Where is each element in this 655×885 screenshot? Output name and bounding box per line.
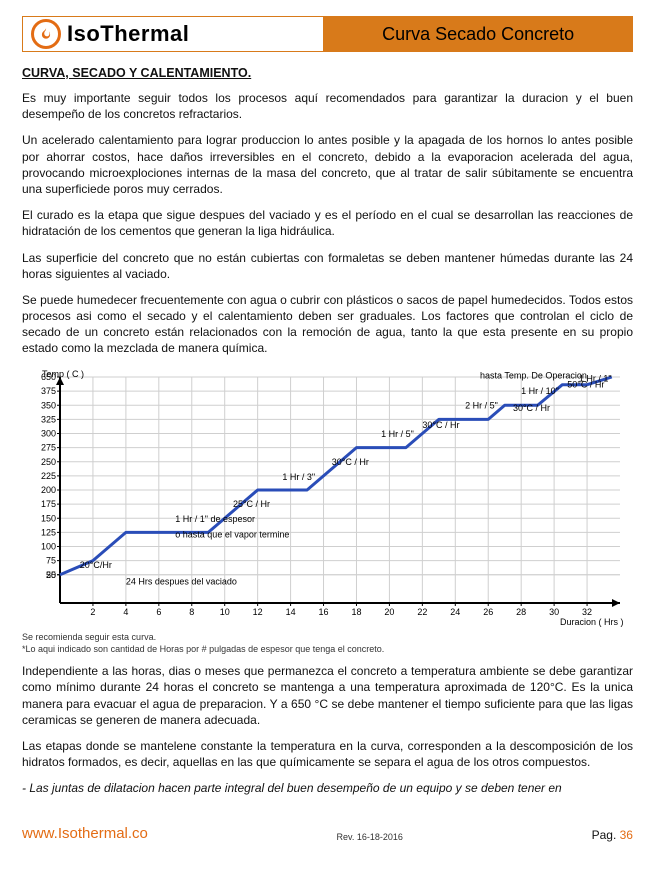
chart-footnote-2: *Lo aqui indicado son cantidad de Horas … [22,644,633,655]
paragraph-6: Independiente a las horas, dias o meses … [22,663,633,728]
svg-text:300: 300 [41,428,56,438]
svg-text:o hasta que el vapor termine: o hasta que el vapor termine [175,529,289,539]
paragraph-4: Las superficie del concreto que no están… [22,250,633,282]
svg-text:30: 30 [549,607,559,617]
svg-text:1 Hr / 3": 1 Hr / 3" [282,471,315,481]
svg-text:30°C / Hr: 30°C / Hr [513,403,550,413]
paragraph-5: Se puede humedecer frecuentemente con ag… [22,292,633,357]
svg-text:16: 16 [319,607,329,617]
svg-text:25°C / Hr: 25°C / Hr [233,499,270,509]
paragraph-3: El curado es la etapa que sigue despues … [22,207,633,239]
paragraph-1: Es muy importante seguir todos los proce… [22,90,633,122]
header-bar: IsoThermal Curva Secado Concreto [22,16,633,52]
svg-text:30°C / Hr: 30°C / Hr [332,457,369,467]
svg-text:175: 175 [41,499,56,509]
footer-page-num: 36 [620,828,633,842]
svg-text:375: 375 [41,386,56,396]
svg-text:28: 28 [516,607,526,617]
svg-text:8: 8 [189,607,194,617]
chart-svg: 2550751001251501752002252502753003253503… [22,367,630,627]
svg-text:225: 225 [41,471,56,481]
chart-footnote-1: Se recomienda seguir esta curva. [22,632,633,643]
svg-text:20: 20 [384,607,394,617]
svg-text:125: 125 [41,527,56,537]
brand-text: IsoThermal [67,21,189,47]
footer-page: Pag. 36 [592,828,633,842]
svg-text:22: 22 [417,607,427,617]
svg-text:50: 50 [46,569,56,579]
svg-text:32: 32 [582,607,592,617]
paragraph-7: Las etapas donde se mantelene constante … [22,738,633,770]
svg-text:24 Hrs despues del vaciado: 24 Hrs despues del vaciado [126,576,237,586]
italic-note: - Las juntas de dilatacion hacen parte i… [22,780,633,796]
svg-text:30°C / Hr: 30°C / Hr [422,419,459,429]
svg-text:275: 275 [41,442,56,452]
svg-text:12: 12 [253,607,263,617]
svg-text:6: 6 [156,607,161,617]
svg-text:200: 200 [41,485,56,495]
svg-text:hasta Temp. De Operacion: hasta Temp. De Operacion [480,370,587,380]
svg-text:1 Hr / 5": 1 Hr / 5" [381,429,414,439]
svg-text:26: 26 [483,607,493,617]
svg-text:24: 24 [450,607,460,617]
svg-text:250: 250 [41,456,56,466]
svg-text:100: 100 [41,541,56,551]
svg-text:350: 350 [41,400,56,410]
svg-text:1 Hr / 10": 1 Hr / 10" [521,386,559,396]
svg-text:150: 150 [41,513,56,523]
svg-text:325: 325 [41,414,56,424]
footer-url: www.Isothermal.co [22,825,148,842]
svg-text:75: 75 [46,555,56,565]
svg-text:4: 4 [123,607,128,617]
svg-text:18: 18 [351,607,361,617]
page-footer: www.Isothermal.co Rev. 16-18-2016 Pag. 3… [22,825,633,842]
svg-text:1 Hr / 1" de espesor: 1 Hr / 1" de espesor [175,514,255,524]
svg-text:20°C/Hr: 20°C/Hr [80,560,112,570]
svg-text:10: 10 [220,607,230,617]
svg-text:Duracion ( Hrs ): Duracion ( Hrs ) [560,617,624,627]
paragraph-2: Un acelerado calentamiento para lograr p… [22,132,633,197]
svg-text:2 Hr / 5": 2 Hr / 5" [465,400,498,410]
svg-text:Temp ( C ): Temp ( C ) [42,369,84,379]
footer-page-label: Pag. [592,828,617,842]
header-brand-block: IsoThermal [23,17,324,51]
section-title: CURVA, SECADO Y CALENTAMIENTO. [22,66,633,80]
drying-curve-chart: 2550751001251501752002252502753003253503… [22,367,633,656]
svg-text:14: 14 [286,607,296,617]
footer-rev: Rev. 16-18-2016 [337,832,403,842]
svg-text:2: 2 [90,607,95,617]
header-title: Curva Secado Concreto [324,17,632,51]
flame-icon [31,19,61,49]
